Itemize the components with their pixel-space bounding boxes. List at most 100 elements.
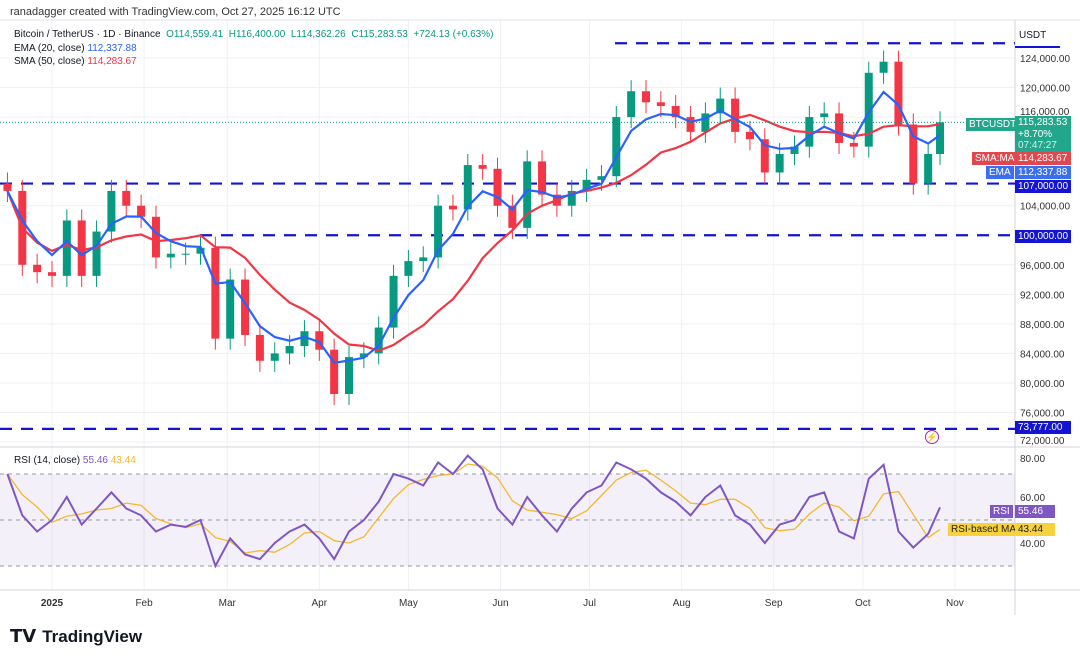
- candle-body: [448, 205, 457, 210]
- candle-body: [493, 168, 502, 206]
- price-tick: 88,000.00: [1020, 320, 1065, 331]
- candle-body: [151, 216, 160, 258]
- candle-body: [211, 247, 220, 339]
- candle-body: [137, 205, 146, 217]
- lightning-alert-icon[interactable]: ⚡: [925, 430, 939, 444]
- rsi-tick: 80.00: [1020, 454, 1045, 465]
- candle-body: [686, 117, 695, 132]
- logo-text: TradingView: [42, 626, 143, 646]
- rsi-ma-tag-name: RSI-based MA: [948, 523, 1020, 536]
- pct-change: +8.70%: [1018, 128, 1053, 140]
- candle-body: [315, 331, 324, 350]
- price-tick: 120,000.00: [1020, 84, 1070, 95]
- time-tick: Feb: [135, 598, 153, 609]
- last-price: 115,283.53: [1018, 117, 1068, 128]
- symbol-title[interactable]: Bitcoin / TetherUS · 1D · Binance: [14, 29, 161, 40]
- tv-logo-icon: 𝗧𝗩: [10, 626, 37, 646]
- candle-body: [285, 346, 294, 354]
- candle-body: [122, 190, 131, 206]
- candle-body: [909, 124, 918, 184]
- ema-tag-name: EMA: [986, 166, 1014, 179]
- tradingview-logo[interactable]: 𝗧𝗩 TradingView: [10, 626, 142, 647]
- candle-body: [716, 98, 725, 114]
- ema-label[interactable]: EMA (20, close): [14, 42, 85, 54]
- rsi-tick: 60.00: [1020, 493, 1045, 504]
- candle-body: [775, 154, 784, 173]
- candle-body: [374, 327, 383, 354]
- rsi-ma-tag: 43.44: [1015, 523, 1055, 536]
- sma-50-line: [6, 113, 941, 352]
- rsi-label[interactable]: RSI (14, close): [14, 455, 81, 466]
- currency-underline: [1015, 46, 1060, 48]
- time-tick: Sep: [765, 598, 783, 609]
- level-100000-tag: 100,000.00: [1015, 230, 1071, 243]
- high-value: H116,400.00: [228, 29, 286, 40]
- candle-body: [77, 220, 86, 276]
- candle-body: [627, 91, 636, 118]
- time-tick: Jul: [583, 598, 596, 609]
- candle-body: [936, 122, 945, 155]
- ema-20-line: [6, 90, 941, 364]
- candle-body: [760, 139, 769, 173]
- level-107000-tag: 107,000.00: [1015, 180, 1071, 193]
- candle-body: [508, 205, 517, 228]
- rsi-ma-line: [6, 463, 941, 554]
- price-tick: 104,000.00: [1020, 202, 1070, 213]
- rsi-tag-name: RSI: [990, 505, 1013, 518]
- candle-body: [463, 165, 472, 210]
- candle-body: [166, 253, 175, 258]
- sma-tag-name: SMA:MA: [972, 152, 1018, 165]
- candle-body: [582, 179, 591, 191]
- candle-body: [849, 142, 858, 147]
- candle-body: [389, 275, 398, 328]
- plot-background: [0, 20, 1015, 590]
- candle-body: [656, 102, 665, 107]
- candle-body: [924, 154, 933, 184]
- low-value: L114,362.26: [290, 29, 346, 40]
- rsi-line: [6, 454, 941, 569]
- candle-body: [745, 131, 754, 140]
- price-tick: 80,000.00: [1020, 379, 1065, 390]
- price-tick: 116,000.00: [1020, 107, 1070, 118]
- candle-body: [48, 272, 56, 276]
- sma-tag: 114,283.67: [1015, 152, 1071, 165]
- candle-body: [404, 261, 413, 276]
- symbol-tag: BTCUSDT: [966, 118, 1020, 131]
- currency-label[interactable]: USDT: [1019, 30, 1047, 41]
- sma-label[interactable]: SMA (50, close): [14, 56, 85, 67]
- candle-body: [731, 98, 740, 132]
- price-tick: 92,000.00: [1020, 290, 1065, 301]
- price-tick: 76,000.00: [1020, 408, 1065, 419]
- candle-body: [434, 205, 443, 258]
- candle-body: [642, 91, 650, 103]
- time-tick: Oct: [855, 598, 871, 609]
- chart-credit: ranadagger created with TradingView.com,…: [10, 6, 341, 18]
- candle-body: [107, 190, 116, 232]
- candle-body: [864, 72, 873, 147]
- time-tick: Aug: [673, 598, 691, 609]
- candle-body: [270, 353, 279, 361]
- time-tick: Mar: [219, 598, 237, 609]
- candle-body: [62, 220, 71, 276]
- rsi-ma-legend-value: 43.44: [110, 455, 136, 466]
- candle-body: [671, 106, 680, 118]
- candle-body: [300, 331, 309, 347]
- candle-body: [196, 247, 205, 254]
- candle-body: [894, 61, 903, 125]
- price-tick: 84,000.00: [1020, 349, 1065, 360]
- price-tag: 115,283.53 +8.70% 07:47:27: [1015, 116, 1071, 153]
- candle-body: [359, 353, 368, 358]
- price-tick: 96,000.00: [1020, 261, 1065, 272]
- time-tick: Nov: [946, 598, 964, 609]
- candle-body: [226, 279, 235, 339]
- candle-body: [419, 257, 428, 262]
- candle-body: [255, 334, 264, 361]
- close-value: C115,283.53: [351, 29, 408, 40]
- candle-body: [523, 161, 532, 228]
- candle-body: [345, 357, 353, 395]
- candle-body: [330, 349, 339, 395]
- candle-body: [33, 264, 42, 273]
- candle-body: [538, 161, 547, 195]
- time-tick: Jun: [492, 598, 508, 609]
